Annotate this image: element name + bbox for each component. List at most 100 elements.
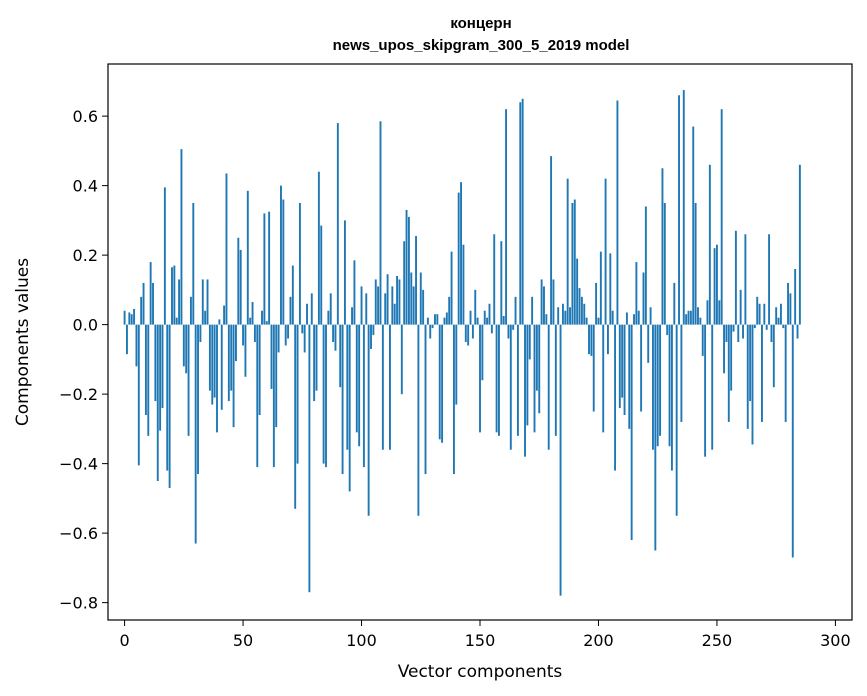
- bar: [580, 296, 583, 325]
- bar: [317, 171, 320, 325]
- bar: [320, 225, 323, 325]
- bar: [422, 289, 425, 325]
- bar: [566, 178, 569, 325]
- bar: [768, 234, 771, 325]
- x-tick-label: 150: [465, 631, 496, 650]
- y-tick-label: −0.8: [59, 594, 98, 613]
- bar: [479, 324, 481, 433]
- bar: [628, 324, 631, 429]
- bar: [185, 324, 188, 374]
- bar: [452, 324, 455, 475]
- bar: [611, 310, 614, 325]
- bar: [154, 324, 157, 402]
- bar: [666, 324, 669, 336]
- bar: [424, 324, 427, 475]
- bar: [708, 164, 711, 325]
- bar: [642, 272, 645, 325]
- bar: [405, 209, 408, 325]
- bar: [640, 324, 643, 412]
- bar: [268, 211, 271, 325]
- bar: [199, 324, 202, 343]
- bar: [213, 324, 216, 398]
- bar: [149, 262, 152, 325]
- bar: [505, 109, 508, 325]
- bar: [166, 324, 169, 471]
- bar: [481, 324, 484, 381]
- bar: [782, 324, 785, 329]
- bar: [237, 237, 240, 325]
- bar: [668, 324, 671, 447]
- bar: [270, 324, 273, 389]
- bar: [663, 203, 666, 325]
- bar: [701, 324, 704, 356]
- bar: [526, 324, 529, 426]
- bar: [592, 324, 595, 412]
- bar: [635, 262, 638, 325]
- bar: [794, 269, 797, 325]
- bar: [476, 317, 479, 325]
- bar: [711, 324, 714, 450]
- bar: [753, 324, 756, 329]
- bar: [618, 324, 621, 409]
- bar: [327, 310, 330, 325]
- bar: [789, 293, 792, 325]
- x-tick-label: 250: [702, 631, 733, 650]
- bar: [426, 317, 429, 325]
- bar: [488, 303, 491, 325]
- bar: [291, 265, 294, 325]
- bar: [400, 324, 403, 395]
- bar: [723, 324, 725, 374]
- bar: [225, 173, 228, 325]
- bar: [135, 324, 138, 367]
- y-tick-label: −0.6: [59, 524, 98, 543]
- bar: [521, 98, 524, 325]
- bar: [431, 324, 434, 329]
- bar: [147, 324, 150, 436]
- bar: [341, 324, 344, 475]
- bar: [744, 234, 747, 325]
- bar: [227, 324, 230, 402]
- bar: [367, 324, 370, 516]
- bar: [339, 324, 342, 388]
- bar: [322, 324, 325, 464]
- bar: [516, 324, 519, 436]
- bar: [336, 123, 339, 325]
- y-tick-label: −0.2: [59, 385, 98, 404]
- bar: [265, 321, 268, 325]
- bar: [256, 324, 259, 468]
- bar: [720, 109, 723, 325]
- bar: [514, 296, 517, 325]
- bar: [552, 279, 555, 325]
- bar: [263, 213, 266, 325]
- bar: [599, 251, 602, 325]
- bar: [244, 324, 247, 377]
- bar: [381, 324, 384, 450]
- bar: [578, 288, 581, 325]
- bar: [495, 324, 498, 433]
- bar: [559, 324, 562, 596]
- bar: [661, 168, 664, 325]
- bar: [246, 190, 249, 325]
- x-tick-label: 200: [583, 631, 614, 650]
- y-axis-ticks: 0.6 0.4 0.2 0.0 −0.2 −0.4 −0.6 −0.8: [59, 107, 108, 613]
- bar: [554, 324, 557, 436]
- bar: [393, 303, 396, 325]
- bar: [718, 300, 721, 325]
- bar: [621, 324, 624, 398]
- bar: [649, 307, 652, 325]
- bar: [445, 312, 448, 325]
- y-tick-label: 0.6: [73, 107, 98, 126]
- bar: [374, 279, 377, 325]
- bar: [737, 324, 740, 343]
- bar: [358, 324, 361, 447]
- bar: [500, 241, 503, 325]
- bar: [746, 324, 749, 429]
- bar: [365, 293, 368, 325]
- bar: [734, 230, 737, 325]
- bar: [242, 324, 245, 346]
- bar: [770, 324, 773, 343]
- bar: [180, 149, 183, 325]
- bar: [756, 296, 759, 325]
- bar: [434, 314, 436, 325]
- bar: [633, 314, 635, 325]
